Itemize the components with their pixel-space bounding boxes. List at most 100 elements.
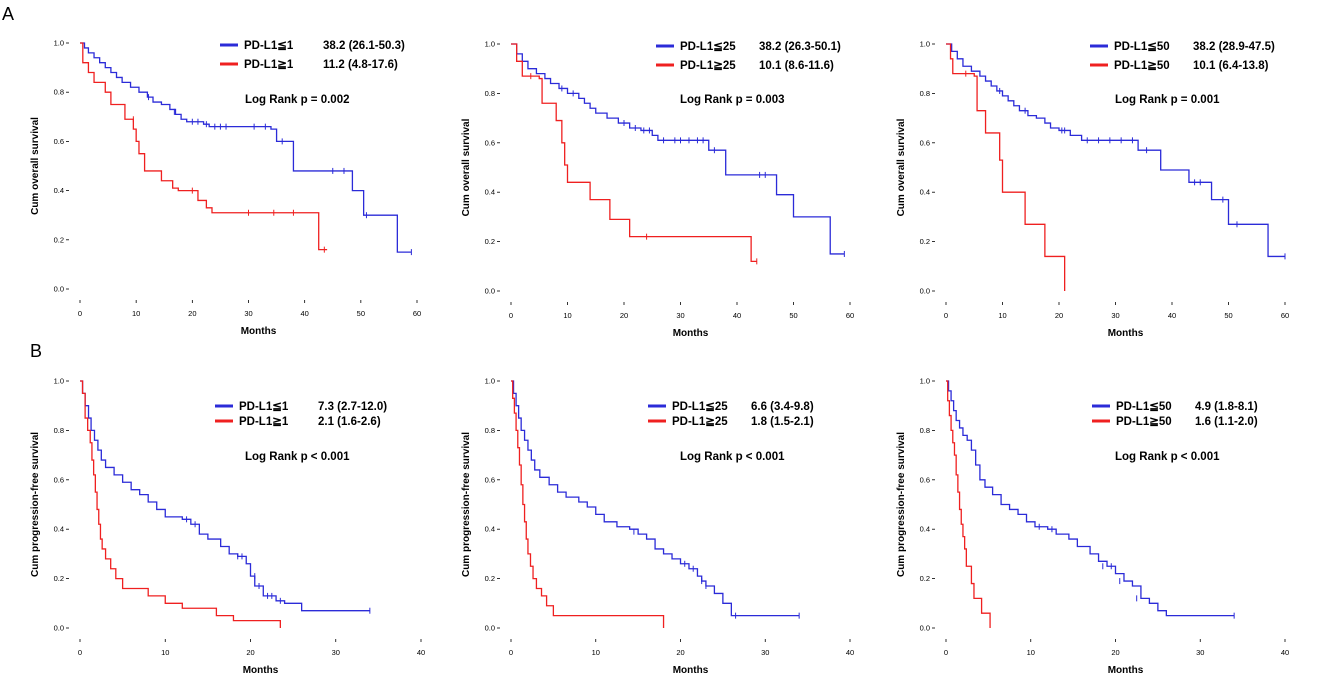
km-panel-5: 0.0 0.2 0.4 0.6 0.8 1.0 0 10 20 30 40 Months Cum pro… (461, 377, 854, 677)
legend-median-ci: 2.1 (1.6-2.6) (318, 416, 381, 428)
x-axis-title: Months (673, 665, 709, 676)
x-tick-label: 30 (1196, 648, 1204, 657)
x-tick-label: 20 (188, 309, 196, 318)
y-tick-label: 1.0 (485, 377, 495, 386)
y-tick-label: 0.2 (485, 574, 495, 583)
x-tick-label: 30 (244, 309, 252, 318)
x-tick-label: 10 (132, 309, 140, 318)
y-tick-label: 0.6 (920, 475, 930, 484)
y-tick-label: 0.4 (920, 188, 930, 197)
x-tick-label: 0 (78, 648, 82, 657)
y-axis-title: Cum progression-free survival (896, 432, 907, 577)
x-tick-label: 0 (509, 311, 513, 320)
y-tick-label: 1.0 (920, 40, 930, 49)
x-tick-label: 20 (676, 648, 684, 657)
km-panel-3: 0.0 0.2 0.4 0.6 0.8 1.0 0 10 20 30 40 50 60 Months Cum… (896, 40, 1289, 340)
x-tick-label: 0 (78, 309, 82, 318)
y-tick-label: 0.0 (54, 624, 64, 633)
legend-group-name: PD-L1≧1 (244, 59, 294, 71)
y-tick-label: 0.0 (920, 287, 930, 296)
x-tick-label: 60 (846, 311, 854, 320)
survival-curve (80, 42, 328, 251)
x-tick-label: 10 (1027, 648, 1035, 657)
legend-median-ci: 10.1 (8.6-11.6) (759, 60, 834, 72)
x-tick-label: 10 (998, 311, 1006, 320)
plots-layer: 0.0 0.2 0.4 0.6 0.8 1.0 0 10 20 30 40 50 60 Months Cum… (30, 39, 1289, 677)
legend-group-name: PD-L1≧25 (680, 60, 736, 72)
log-rank-annotation: Log Rank p < 0.001 (245, 451, 350, 463)
y-tick-label: 0.0 (485, 624, 495, 633)
x-tick-label: 0 (509, 648, 513, 657)
legend-group-name: PD-L1≦50 (1116, 401, 1172, 413)
log-rank-annotation: Log Rank p < 0.001 (680, 451, 785, 463)
survival-curve (946, 380, 1235, 617)
x-axis-title: Months (241, 326, 277, 337)
legend-group-name: PD-L1≧1 (239, 416, 289, 428)
x-axis-title: Months (1108, 328, 1144, 339)
x-tick-label: 20 (1111, 648, 1119, 657)
x-tick-label: 60 (413, 309, 421, 318)
y-tick-label: 0.4 (485, 188, 495, 197)
survival-curve (80, 42, 412, 253)
y-axis-title: Cum progression-free survival (461, 432, 472, 577)
y-tick-label: 0.2 (485, 237, 495, 246)
x-tick-label: 10 (592, 648, 600, 657)
log-rank-annotation: Log Rank p = 0.003 (680, 94, 785, 106)
y-tick-label: 0.4 (485, 525, 495, 534)
y-axis-title: Cum overall survival (461, 118, 472, 216)
x-tick-label: 30 (1111, 311, 1119, 320)
survival-curve (946, 380, 991, 628)
y-tick-label: 0.6 (54, 475, 64, 484)
x-axis-title: Months (1108, 665, 1144, 676)
panel-label-b: B (30, 341, 42, 361)
log-rank-annotation: Log Rank p = 0.002 (245, 94, 350, 106)
survival-curve (511, 380, 665, 628)
x-tick-label: 50 (789, 311, 797, 320)
y-axis-title: Cum overall survival (30, 117, 41, 215)
legend-median-ci: 38.2 (26.1-50.3) (323, 40, 405, 52)
legend-median-ci: 38.2 (26.3-50.1) (759, 41, 841, 53)
legend-median-ci: 38.2 (28.9-47.5) (1193, 41, 1275, 53)
y-tick-label: 0.0 (54, 285, 64, 294)
x-tick-label: 40 (300, 309, 308, 318)
y-axis-title: Cum overall survival (896, 118, 907, 216)
y-tick-label: 0.8 (485, 426, 495, 435)
legend-group-name: PD-L1≦1 (244, 40, 294, 52)
survival-curve (511, 43, 757, 263)
x-tick-label: 30 (761, 648, 769, 657)
x-tick-label: 20 (1055, 311, 1063, 320)
log-rank-annotation: Log Rank p = 0.001 (1115, 94, 1220, 106)
x-tick-label: 40 (846, 648, 854, 657)
x-tick-label: 60 (1281, 311, 1289, 320)
x-tick-label: 50 (1224, 311, 1232, 320)
survival-curve (511, 43, 845, 255)
x-tick-label: 30 (676, 311, 684, 320)
y-tick-label: 0.4 (54, 525, 64, 534)
y-tick-label: 1.0 (485, 40, 495, 49)
y-tick-label: 0.2 (54, 574, 64, 583)
y-tick-label: 0.6 (920, 138, 930, 147)
legend-median-ci: 1.6 (1.1-2.0) (1195, 416, 1258, 428)
km-panel-6: 0.0 0.2 0.4 0.6 0.8 1.0 0 10 20 30 40 Months Cum pro… (896, 377, 1289, 677)
km-panel-1: 0.0 0.2 0.4 0.6 0.8 1.0 0 10 20 30 40 50 60 Months Cum… (30, 39, 421, 338)
legend-median-ci: 4.9 (1.8-8.1) (1195, 401, 1258, 413)
y-tick-label: 0.2 (54, 235, 64, 244)
x-tick-label: 10 (563, 311, 571, 320)
y-tick-label: 0.8 (485, 89, 495, 98)
y-tick-label: 0.4 (54, 186, 64, 195)
x-tick-label: 0 (944, 311, 948, 320)
y-tick-label: 1.0 (54, 39, 64, 48)
legend-median-ci: 1.8 (1.5-2.1) (751, 416, 814, 428)
km-panel-2: 0.0 0.2 0.4 0.6 0.8 1.0 0 10 20 30 40 50 60 Months Cum… (461, 40, 854, 340)
y-tick-label: 0.8 (920, 89, 930, 98)
x-tick-label: 0 (944, 648, 948, 657)
legend-group-name: PD-L1≦25 (672, 401, 728, 413)
x-tick-label: 50 (357, 309, 365, 318)
x-tick-label: 10 (161, 648, 169, 657)
legend-group-name: PD-L1≦25 (680, 41, 736, 53)
x-tick-label: 20 (620, 311, 628, 320)
legend-median-ci: 6.6 (3.4-9.8) (751, 401, 814, 413)
x-tick-label: 40 (417, 648, 425, 657)
y-tick-label: 0.6 (54, 137, 64, 146)
